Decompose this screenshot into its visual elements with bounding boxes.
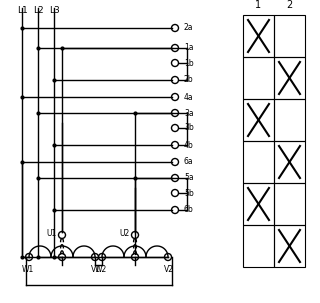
Text: L3: L3 [49, 6, 60, 15]
Text: V1: V1 [91, 265, 101, 274]
Text: 2: 2 [286, 0, 292, 10]
Bar [243, 141, 274, 183]
Text: 1b: 1b [184, 58, 194, 68]
Bar [243, 183, 274, 225]
Text: 5a: 5a [184, 174, 194, 182]
Bar [274, 141, 305, 183]
Text: 3a: 3a [184, 108, 194, 118]
Text: 6a: 6a [184, 158, 194, 167]
Text: 2b: 2b [184, 75, 194, 85]
Text: L2: L2 [33, 6, 43, 15]
Bar [243, 225, 274, 267]
Bar [274, 183, 305, 225]
Text: 6b: 6b [184, 205, 194, 215]
Bar [243, 57, 274, 99]
Text: 3b: 3b [184, 124, 194, 132]
Bar [243, 99, 274, 141]
Text: U2: U2 [120, 228, 130, 238]
Bar [274, 15, 305, 57]
Bar [274, 57, 305, 99]
Text: V2: V2 [164, 265, 174, 274]
Text: W1: W1 [22, 265, 34, 274]
Text: U1: U1 [47, 228, 57, 238]
Text: L1: L1 [17, 6, 28, 15]
Bar [274, 225, 305, 267]
Text: 2a: 2a [184, 24, 194, 32]
Text: 5b: 5b [184, 188, 194, 198]
Text: 1a: 1a [184, 44, 194, 52]
Bar [274, 99, 305, 141]
Text: W2: W2 [95, 265, 107, 274]
Bar [243, 15, 274, 57]
Text: 4a: 4a [184, 92, 194, 102]
Text: 4b: 4b [184, 141, 194, 149]
Text: 1: 1 [255, 0, 261, 10]
